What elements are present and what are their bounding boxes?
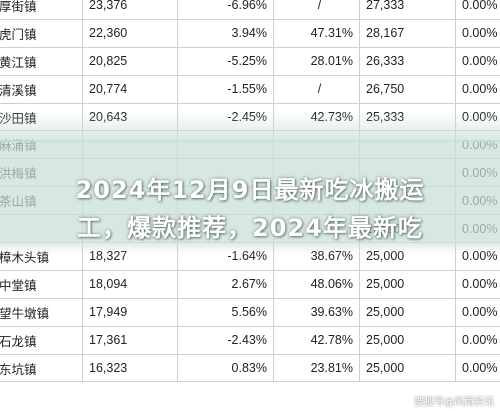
population-cell: 16,323: [82, 353, 178, 383]
population-cell: 17,361: [82, 325, 178, 355]
change-cell: -2.43%: [177, 325, 274, 355]
table-row: 虎门镇 22,360 3.94% 47.31% 28,167 0.00%: [0, 18, 500, 48]
population-cell: 23,376: [82, 0, 178, 20]
ratio-cell: 23.81%: [273, 353, 360, 383]
town-name-cell: 望牛墩镇: [0, 297, 83, 327]
town-name-cell: 清溪镇: [0, 74, 83, 104]
overlay-fade-bottom: [0, 240, 500, 254]
percent-cell: 0.00%: [455, 46, 500, 76]
table-row: 中堂镇 18,094 2.67% 48.06% 25,000 0.00%: [0, 269, 500, 299]
percent-cell: 0.00%: [455, 74, 500, 104]
change-cell: -1.55%: [177, 74, 274, 104]
table-row: 厚街镇 23,376 -6.96%/27,333 0.00%: [0, 0, 500, 20]
town-name-cell: 中堂镇: [0, 269, 83, 299]
table-row: 望牛墩镇 17,949 5.56% 39.63% 25,000 0.00%: [0, 297, 500, 327]
percent-cell: 0.00%: [455, 325, 500, 355]
ratio-cell: 47.31%: [273, 18, 360, 48]
ratio-cell: 39.63%: [273, 297, 360, 327]
town-name-cell: 黄江镇: [0, 46, 83, 76]
ratio-cell: 48.06%: [273, 269, 360, 299]
ratio-cell: /: [273, 74, 360, 104]
headline-line-1: 2024年12月9日最新吃冰搬运: [75, 176, 425, 204]
ratio-cell: 42.78%: [273, 325, 360, 355]
overlay-fade-top: [0, 112, 500, 142]
ratio-cell: 28.01%: [273, 46, 360, 76]
population-cell: 20,774: [82, 74, 178, 104]
population-cell: 20,825: [82, 46, 178, 76]
percent-cell: 0.00%: [455, 353, 500, 383]
ratio-cell: /: [273, 0, 360, 20]
town-name-cell: 厚街镇: [0, 0, 83, 20]
change-cell: 5.56%: [177, 297, 274, 327]
headline-line-2: 工，爆款推荐，2024年最新吃: [77, 214, 423, 242]
population-cell: 22,360: [82, 18, 178, 48]
percent-cell: 0.00%: [455, 269, 500, 299]
value-cell: 27,333: [359, 0, 456, 20]
change-cell: 3.94%: [177, 18, 274, 48]
source-watermark: 搜狐号@风雨资讯: [414, 397, 494, 408]
population-cell: 17,949: [82, 297, 178, 327]
table-row: 黄江镇 20,825 -5.25% 28.01% 26,333 0.00%: [0, 46, 500, 76]
town-name-cell: 石龙镇: [0, 325, 83, 355]
value-cell: 25,000: [359, 353, 456, 383]
change-cell: 0.83%: [177, 353, 274, 383]
table-row: 东坑镇 16,323 0.83% 23.81% 25,000 0.00%: [0, 353, 500, 383]
value-cell: 25,000: [359, 269, 456, 299]
value-cell: 25,000: [359, 297, 456, 327]
value-cell: 25,000: [359, 325, 456, 355]
table-row: 石龙镇 17,361 -2.43% 42.78% 25,000 0.00%: [0, 325, 500, 355]
value-cell: 26,333: [359, 46, 456, 76]
percent-cell: 0.00%: [455, 0, 500, 20]
value-cell: 28,167: [359, 18, 456, 48]
change-cell: 2.67%: [177, 269, 274, 299]
overlay-band: [0, 140, 500, 240]
table-row: 清溪镇 20,774 -1.55%/26,750 0.00%: [0, 74, 500, 104]
change-cell: -5.25%: [177, 46, 274, 76]
value-cell: 26,750: [359, 74, 456, 104]
percent-cell: 0.00%: [455, 18, 500, 48]
population-cell: 18,094: [82, 269, 178, 299]
town-name-cell: 东坑镇: [0, 353, 83, 383]
percent-cell: 0.00%: [455, 297, 500, 327]
change-cell: -6.96%: [177, 0, 274, 20]
town-name-cell: 虎门镇: [0, 18, 83, 48]
